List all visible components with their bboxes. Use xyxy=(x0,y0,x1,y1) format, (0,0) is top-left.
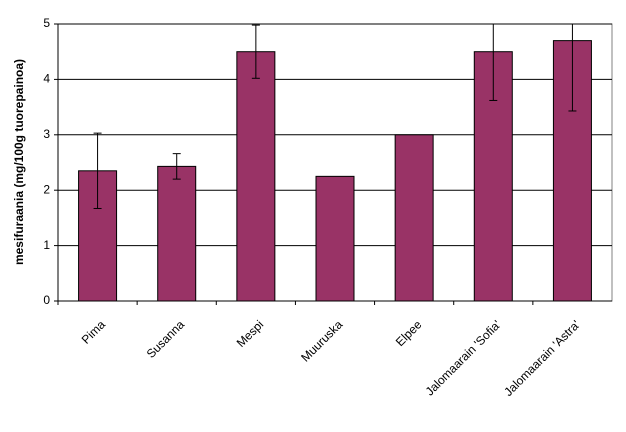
y-tick-label: 4 xyxy=(43,72,50,86)
bar xyxy=(394,134,434,301)
x-tick-label: Mespi xyxy=(234,317,267,350)
y-tick-label: 1 xyxy=(43,238,50,252)
error-bar xyxy=(93,132,102,209)
y-tick-label: 0 xyxy=(43,293,50,307)
error-bar xyxy=(172,153,181,180)
y-tick-label: 5 xyxy=(43,16,50,30)
bar xyxy=(315,175,355,301)
x-tick-label: Muuruska xyxy=(298,317,345,364)
x-tick-label: Jalomaarain 'Sofia' xyxy=(423,317,504,398)
x-tick-label: Jalomaarain 'Astra' xyxy=(501,317,583,399)
bar xyxy=(236,51,276,301)
y-axis-title: mesifuraania (mg/100g tuorepainoa) xyxy=(12,59,26,265)
x-tick-label: Pima xyxy=(79,317,108,346)
y-tick-label: 3 xyxy=(43,127,50,141)
error-bar xyxy=(251,24,260,79)
error-bar xyxy=(489,24,498,101)
bar xyxy=(157,165,197,301)
bars xyxy=(78,24,592,301)
x-tick-label: Elpee xyxy=(393,317,425,349)
error-bar xyxy=(568,24,577,112)
y-tick-label: 2 xyxy=(43,182,50,196)
x-tick-label: Susanna xyxy=(144,317,188,361)
